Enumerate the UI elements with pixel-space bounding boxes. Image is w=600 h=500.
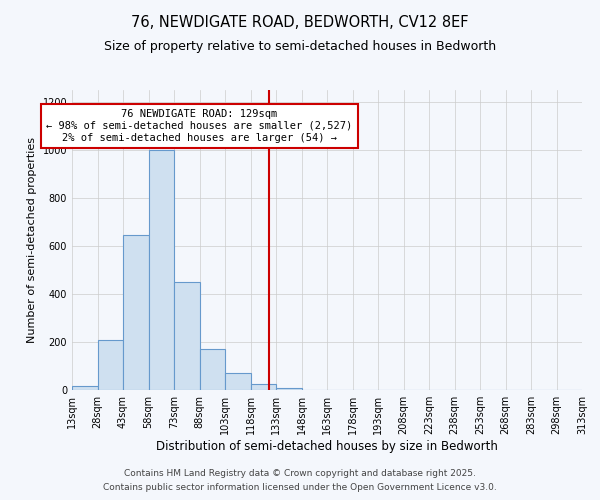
Bar bbox=[72, 386, 97, 390]
Bar bbox=[149, 150, 174, 390]
Bar bbox=[97, 340, 123, 390]
Bar bbox=[225, 373, 251, 390]
Text: 76, NEWDIGATE ROAD, BEDWORTH, CV12 8EF: 76, NEWDIGATE ROAD, BEDWORTH, CV12 8EF bbox=[131, 15, 469, 30]
Bar bbox=[251, 384, 276, 390]
Text: Size of property relative to semi-detached houses in Bedworth: Size of property relative to semi-detach… bbox=[104, 40, 496, 53]
X-axis label: Distribution of semi-detached houses by size in Bedworth: Distribution of semi-detached houses by … bbox=[156, 440, 498, 453]
Text: Contains HM Land Registry data © Crown copyright and database right 2025.: Contains HM Land Registry data © Crown c… bbox=[124, 468, 476, 477]
Text: Contains public sector information licensed under the Open Government Licence v3: Contains public sector information licen… bbox=[103, 484, 497, 492]
Bar bbox=[123, 235, 149, 390]
Bar bbox=[174, 282, 199, 390]
Bar bbox=[276, 388, 302, 390]
Text: 76 NEWDIGATE ROAD: 129sqm
← 98% of semi-detached houses are smaller (2,527)
2% o: 76 NEWDIGATE ROAD: 129sqm ← 98% of semi-… bbox=[46, 110, 353, 142]
Y-axis label: Number of semi-detached properties: Number of semi-detached properties bbox=[27, 137, 37, 343]
Bar bbox=[200, 349, 225, 390]
